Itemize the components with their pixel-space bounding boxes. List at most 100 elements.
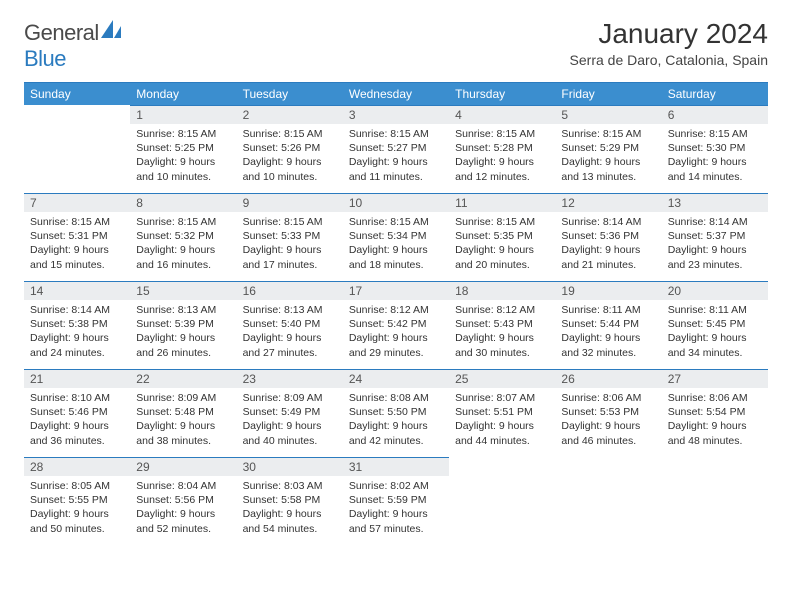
day-data: Sunrise: 8:15 AMSunset: 5:30 PMDaylight:… — [662, 124, 768, 188]
calendar-cell: 23Sunrise: 8:09 AMSunset: 5:49 PMDayligh… — [237, 369, 343, 457]
day-number: 25 — [449, 369, 555, 388]
calendar-cell-empty — [662, 457, 768, 545]
calendar-cell: 4Sunrise: 8:15 AMSunset: 5:28 PMDaylight… — [449, 105, 555, 193]
day-number: 23 — [237, 369, 343, 388]
weekday-header: Wednesday — [343, 83, 449, 106]
day-data: Sunrise: 8:12 AMSunset: 5:42 PMDaylight:… — [343, 300, 449, 364]
day-number: 14 — [24, 281, 130, 300]
day-data: Sunrise: 8:15 AMSunset: 5:27 PMDaylight:… — [343, 124, 449, 188]
brand-sail-icon — [99, 20, 127, 45]
calendar-row: 21Sunrise: 8:10 AMSunset: 5:46 PMDayligh… — [24, 369, 768, 457]
day-number: 15 — [130, 281, 236, 300]
calendar-row: 7Sunrise: 8:15 AMSunset: 5:31 PMDaylight… — [24, 193, 768, 281]
calendar-cell: 28Sunrise: 8:05 AMSunset: 5:55 PMDayligh… — [24, 457, 130, 545]
calendar-cell: 30Sunrise: 8:03 AMSunset: 5:58 PMDayligh… — [237, 457, 343, 545]
title-block: January 2024 Serra de Daro, Catalonia, S… — [570, 18, 768, 68]
day-number: 17 — [343, 281, 449, 300]
day-data: Sunrise: 8:15 AMSunset: 5:32 PMDaylight:… — [130, 212, 236, 276]
calendar-cell: 11Sunrise: 8:15 AMSunset: 5:35 PMDayligh… — [449, 193, 555, 281]
calendar-cell: 17Sunrise: 8:12 AMSunset: 5:42 PMDayligh… — [343, 281, 449, 369]
calendar-cell: 14Sunrise: 8:14 AMSunset: 5:38 PMDayligh… — [24, 281, 130, 369]
day-number: 3 — [343, 105, 449, 124]
day-number: 27 — [662, 369, 768, 388]
calendar-cell: 26Sunrise: 8:06 AMSunset: 5:53 PMDayligh… — [555, 369, 661, 457]
day-number: 10 — [343, 193, 449, 212]
calendar-cell: 29Sunrise: 8:04 AMSunset: 5:56 PMDayligh… — [130, 457, 236, 545]
day-number: 26 — [555, 369, 661, 388]
calendar-cell: 24Sunrise: 8:08 AMSunset: 5:50 PMDayligh… — [343, 369, 449, 457]
day-number: 28 — [24, 457, 130, 476]
day-data: Sunrise: 8:15 AMSunset: 5:28 PMDaylight:… — [449, 124, 555, 188]
calendar-row: 28Sunrise: 8:05 AMSunset: 5:55 PMDayligh… — [24, 457, 768, 545]
day-data: Sunrise: 8:14 AMSunset: 5:36 PMDaylight:… — [555, 212, 661, 276]
day-data: Sunrise: 8:07 AMSunset: 5:51 PMDaylight:… — [449, 388, 555, 452]
day-number: 21 — [24, 369, 130, 388]
day-number: 6 — [662, 105, 768, 124]
calendar-cell: 31Sunrise: 8:02 AMSunset: 5:59 PMDayligh… — [343, 457, 449, 545]
day-data: Sunrise: 8:09 AMSunset: 5:49 PMDaylight:… — [237, 388, 343, 452]
day-data: Sunrise: 8:05 AMSunset: 5:55 PMDaylight:… — [24, 476, 130, 540]
day-number: 8 — [130, 193, 236, 212]
day-data: Sunrise: 8:11 AMSunset: 5:45 PMDaylight:… — [662, 300, 768, 364]
day-data: Sunrise: 8:03 AMSunset: 5:58 PMDaylight:… — [237, 476, 343, 540]
day-data: Sunrise: 8:15 AMSunset: 5:33 PMDaylight:… — [237, 212, 343, 276]
day-number: 22 — [130, 369, 236, 388]
day-data: Sunrise: 8:06 AMSunset: 5:53 PMDaylight:… — [555, 388, 661, 452]
day-data: Sunrise: 8:04 AMSunset: 5:56 PMDaylight:… — [130, 476, 236, 540]
calendar-cell: 19Sunrise: 8:11 AMSunset: 5:44 PMDayligh… — [555, 281, 661, 369]
calendar-cell: 8Sunrise: 8:15 AMSunset: 5:32 PMDaylight… — [130, 193, 236, 281]
day-data: Sunrise: 8:08 AMSunset: 5:50 PMDaylight:… — [343, 388, 449, 452]
calendar-cell: 20Sunrise: 8:11 AMSunset: 5:45 PMDayligh… — [662, 281, 768, 369]
calendar-row: 14Sunrise: 8:14 AMSunset: 5:38 PMDayligh… — [24, 281, 768, 369]
calendar-cell: 12Sunrise: 8:14 AMSunset: 5:36 PMDayligh… — [555, 193, 661, 281]
day-number: 19 — [555, 281, 661, 300]
calendar-cell: 15Sunrise: 8:13 AMSunset: 5:39 PMDayligh… — [130, 281, 236, 369]
day-data: Sunrise: 8:10 AMSunset: 5:46 PMDaylight:… — [24, 388, 130, 452]
day-number: 24 — [343, 369, 449, 388]
calendar-cell: 9Sunrise: 8:15 AMSunset: 5:33 PMDaylight… — [237, 193, 343, 281]
weekday-header: Tuesday — [237, 83, 343, 106]
day-data: Sunrise: 8:15 AMSunset: 5:35 PMDaylight:… — [449, 212, 555, 276]
calendar-cell: 22Sunrise: 8:09 AMSunset: 5:48 PMDayligh… — [130, 369, 236, 457]
day-data: Sunrise: 8:15 AMSunset: 5:31 PMDaylight:… — [24, 212, 130, 276]
day-data: Sunrise: 8:15 AMSunset: 5:26 PMDaylight:… — [237, 124, 343, 188]
day-data: Sunrise: 8:09 AMSunset: 5:48 PMDaylight:… — [130, 388, 236, 452]
calendar-cell-empty — [449, 457, 555, 545]
calendar-cell: 27Sunrise: 8:06 AMSunset: 5:54 PMDayligh… — [662, 369, 768, 457]
day-number: 1 — [130, 105, 236, 124]
brand-text: GeneralBlue — [24, 18, 127, 72]
day-data: Sunrise: 8:14 AMSunset: 5:38 PMDaylight:… — [24, 300, 130, 364]
day-data: Sunrise: 8:13 AMSunset: 5:40 PMDaylight:… — [237, 300, 343, 364]
brand-logo: GeneralBlue — [24, 18, 127, 72]
weekday-header: Sunday — [24, 83, 130, 106]
day-data: Sunrise: 8:02 AMSunset: 5:59 PMDaylight:… — [343, 476, 449, 540]
calendar-cell: 3Sunrise: 8:15 AMSunset: 5:27 PMDaylight… — [343, 105, 449, 193]
day-number: 5 — [555, 105, 661, 124]
day-data: Sunrise: 8:14 AMSunset: 5:37 PMDaylight:… — [662, 212, 768, 276]
day-data: Sunrise: 8:15 AMSunset: 5:34 PMDaylight:… — [343, 212, 449, 276]
day-number: 7 — [24, 193, 130, 212]
day-number: 2 — [237, 105, 343, 124]
calendar-body: 1Sunrise: 8:15 AMSunset: 5:25 PMDaylight… — [24, 105, 768, 545]
day-data: Sunrise: 8:13 AMSunset: 5:39 PMDaylight:… — [130, 300, 236, 364]
calendar-table: SundayMondayTuesdayWednesdayThursdayFrid… — [24, 82, 768, 545]
day-number: 9 — [237, 193, 343, 212]
day-number: 29 — [130, 457, 236, 476]
calendar-cell: 10Sunrise: 8:15 AMSunset: 5:34 PMDayligh… — [343, 193, 449, 281]
day-number: 12 — [555, 193, 661, 212]
calendar-cell: 16Sunrise: 8:13 AMSunset: 5:40 PMDayligh… — [237, 281, 343, 369]
calendar-cell: 25Sunrise: 8:07 AMSunset: 5:51 PMDayligh… — [449, 369, 555, 457]
calendar-row: 1Sunrise: 8:15 AMSunset: 5:25 PMDaylight… — [24, 105, 768, 193]
day-number: 18 — [449, 281, 555, 300]
day-number: 11 — [449, 193, 555, 212]
weekday-header-row: SundayMondayTuesdayWednesdayThursdayFrid… — [24, 83, 768, 106]
day-number: 20 — [662, 281, 768, 300]
calendar-cell-empty — [24, 105, 130, 193]
day-data: Sunrise: 8:06 AMSunset: 5:54 PMDaylight:… — [662, 388, 768, 452]
calendar-cell: 18Sunrise: 8:12 AMSunset: 5:43 PMDayligh… — [449, 281, 555, 369]
day-data: Sunrise: 8:12 AMSunset: 5:43 PMDaylight:… — [449, 300, 555, 364]
location: Serra de Daro, Catalonia, Spain — [570, 52, 768, 68]
day-data: Sunrise: 8:15 AMSunset: 5:29 PMDaylight:… — [555, 124, 661, 188]
weekday-header: Friday — [555, 83, 661, 106]
header: GeneralBlue January 2024 Serra de Daro, … — [24, 18, 768, 72]
